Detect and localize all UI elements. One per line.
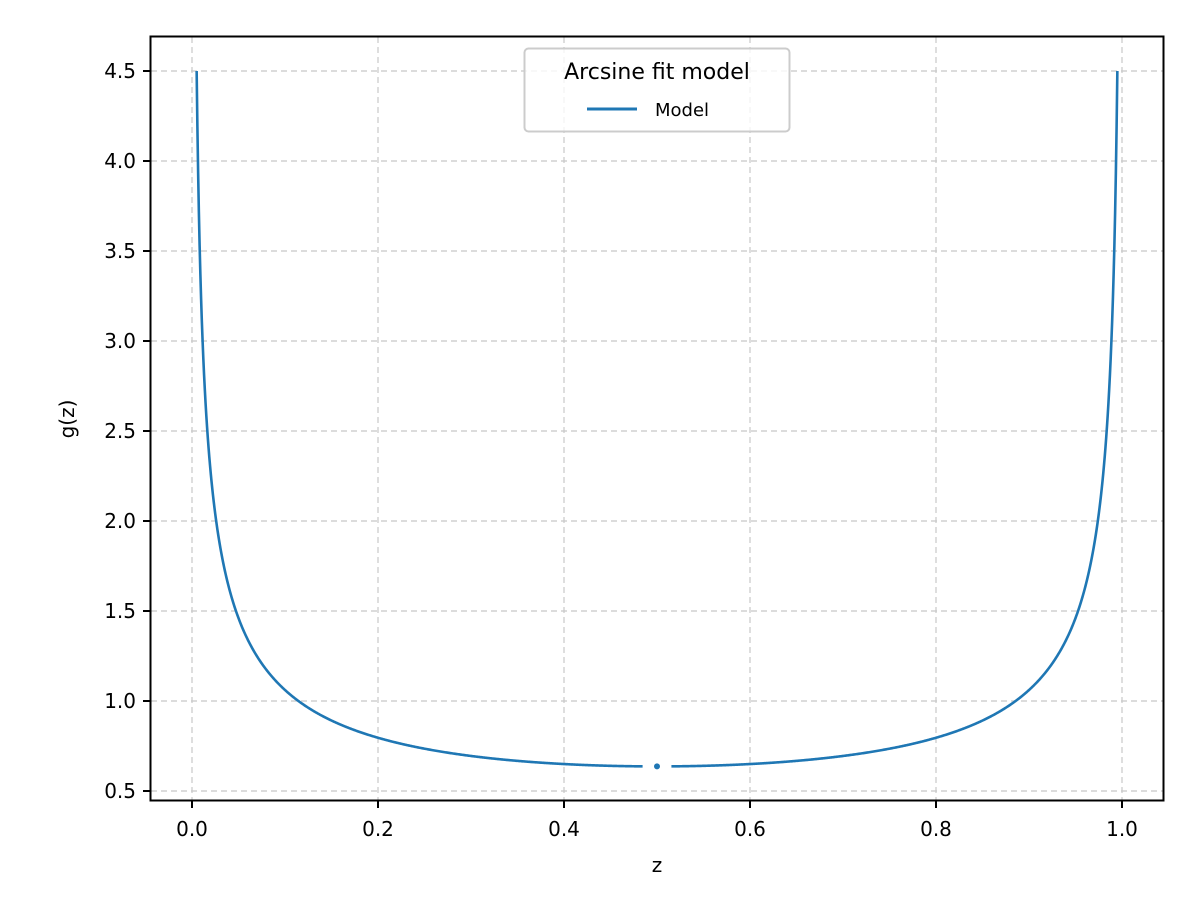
x-tick-label: 0.4 — [548, 817, 580, 841]
midpoint-marker-icon — [654, 763, 660, 770]
model-curve-left — [195, 70, 644, 768]
x-tick-label: 0.6 — [734, 817, 766, 841]
legend-box — [523, 47, 791, 133]
y-tick-label: 0.5 — [104, 779, 136, 803]
x-axis-ticks: 0.0 0.2 0.4 0.6 0.8 1.0 — [176, 801, 1138, 841]
y-tick-label: 1.0 — [104, 689, 136, 713]
plot-area-frame — [149, 35, 1165, 802]
y-axis-label: g(z) — [55, 400, 79, 439]
legend-title: Arcsine fit model — [564, 60, 750, 85]
y-tick-label: 2.5 — [104, 419, 136, 443]
y-tick-label: 1.5 — [104, 599, 136, 623]
x-axis-label: z — [652, 853, 663, 877]
grid-lines — [151, 37, 1163, 800]
legend-entry-model: Model — [655, 100, 709, 121]
x-tick-label: 1.0 — [1106, 817, 1138, 841]
y-axis-ticks: 0.5 1.0 1.5 2.0 2.5 3.0 3.5 4.0 4.5 — [104, 59, 150, 803]
x-tick-label: 0.8 — [920, 817, 952, 841]
model-curve-right — [670, 70, 1119, 768]
series-model-line — [195, 70, 1119, 770]
y-tick-label: 3.5 — [104, 239, 136, 263]
legend: Arcsine fit model Model — [523, 47, 791, 133]
x-tick-label: 0.2 — [362, 817, 394, 841]
y-tick-label: 2.0 — [104, 509, 136, 533]
y-tick-label: 4.5 — [104, 59, 136, 83]
x-tick-label: 0.0 — [176, 817, 208, 841]
y-tick-label: 4.0 — [104, 149, 136, 173]
y-tick-label: 3.0 — [104, 329, 136, 353]
